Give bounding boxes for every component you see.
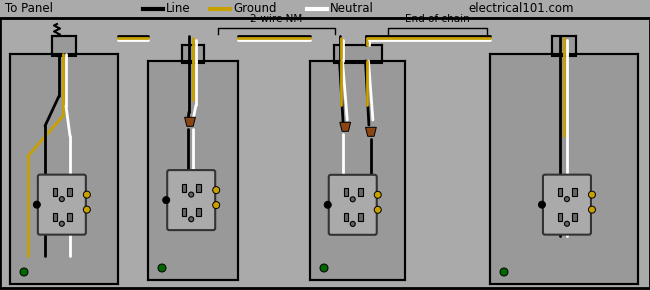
FancyBboxPatch shape — [148, 61, 238, 280]
Text: To Panel: To Panel — [5, 3, 53, 15]
Circle shape — [20, 268, 28, 276]
Circle shape — [59, 197, 64, 202]
Bar — [67, 188, 72, 196]
FancyBboxPatch shape — [38, 175, 86, 235]
Circle shape — [324, 201, 332, 208]
Text: Line: Line — [166, 3, 190, 15]
FancyBboxPatch shape — [167, 170, 215, 230]
FancyBboxPatch shape — [543, 175, 591, 235]
Polygon shape — [340, 122, 350, 131]
Circle shape — [59, 221, 64, 226]
Bar — [182, 209, 186, 216]
Text: End of chain: End of chain — [405, 14, 470, 24]
Bar — [53, 213, 57, 221]
Bar — [182, 184, 186, 192]
Bar — [0, 0, 650, 18]
Bar — [558, 213, 562, 221]
Bar — [572, 188, 577, 196]
Bar — [182, 45, 204, 63]
Circle shape — [213, 202, 220, 209]
FancyBboxPatch shape — [490, 54, 638, 284]
Circle shape — [564, 221, 569, 226]
FancyBboxPatch shape — [329, 175, 377, 235]
Bar — [196, 184, 202, 192]
Bar — [333, 45, 382, 63]
Bar — [53, 188, 57, 196]
Circle shape — [350, 197, 356, 202]
Bar — [358, 188, 363, 197]
Text: electrical101.com: electrical101.com — [468, 3, 573, 15]
Circle shape — [374, 191, 382, 198]
Circle shape — [188, 217, 194, 222]
Circle shape — [213, 186, 220, 194]
Text: 2-wire NM: 2-wire NM — [250, 14, 303, 24]
Bar — [52, 36, 76, 56]
Polygon shape — [185, 117, 196, 126]
Circle shape — [374, 206, 382, 213]
Text: Ground: Ground — [233, 3, 276, 15]
Circle shape — [158, 264, 166, 272]
Circle shape — [500, 268, 508, 276]
Bar — [572, 213, 577, 221]
Circle shape — [188, 192, 194, 197]
Circle shape — [83, 206, 90, 213]
Bar — [344, 188, 348, 197]
Text: Neutral: Neutral — [330, 3, 374, 15]
Bar — [67, 213, 72, 221]
Circle shape — [83, 191, 90, 198]
Bar — [558, 188, 562, 196]
Bar — [344, 213, 348, 221]
FancyBboxPatch shape — [10, 54, 118, 284]
Circle shape — [162, 197, 170, 204]
FancyBboxPatch shape — [310, 61, 405, 280]
Circle shape — [320, 264, 328, 272]
Circle shape — [538, 201, 545, 208]
Polygon shape — [365, 127, 376, 136]
Circle shape — [564, 197, 569, 202]
Bar — [358, 213, 363, 221]
Bar — [196, 209, 202, 216]
Circle shape — [588, 206, 595, 213]
Circle shape — [33, 201, 40, 208]
Circle shape — [588, 191, 595, 198]
Circle shape — [350, 222, 356, 226]
Bar — [552, 36, 576, 56]
